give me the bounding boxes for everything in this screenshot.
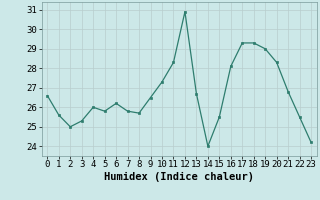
X-axis label: Humidex (Indice chaleur): Humidex (Indice chaleur) [104,172,254,182]
